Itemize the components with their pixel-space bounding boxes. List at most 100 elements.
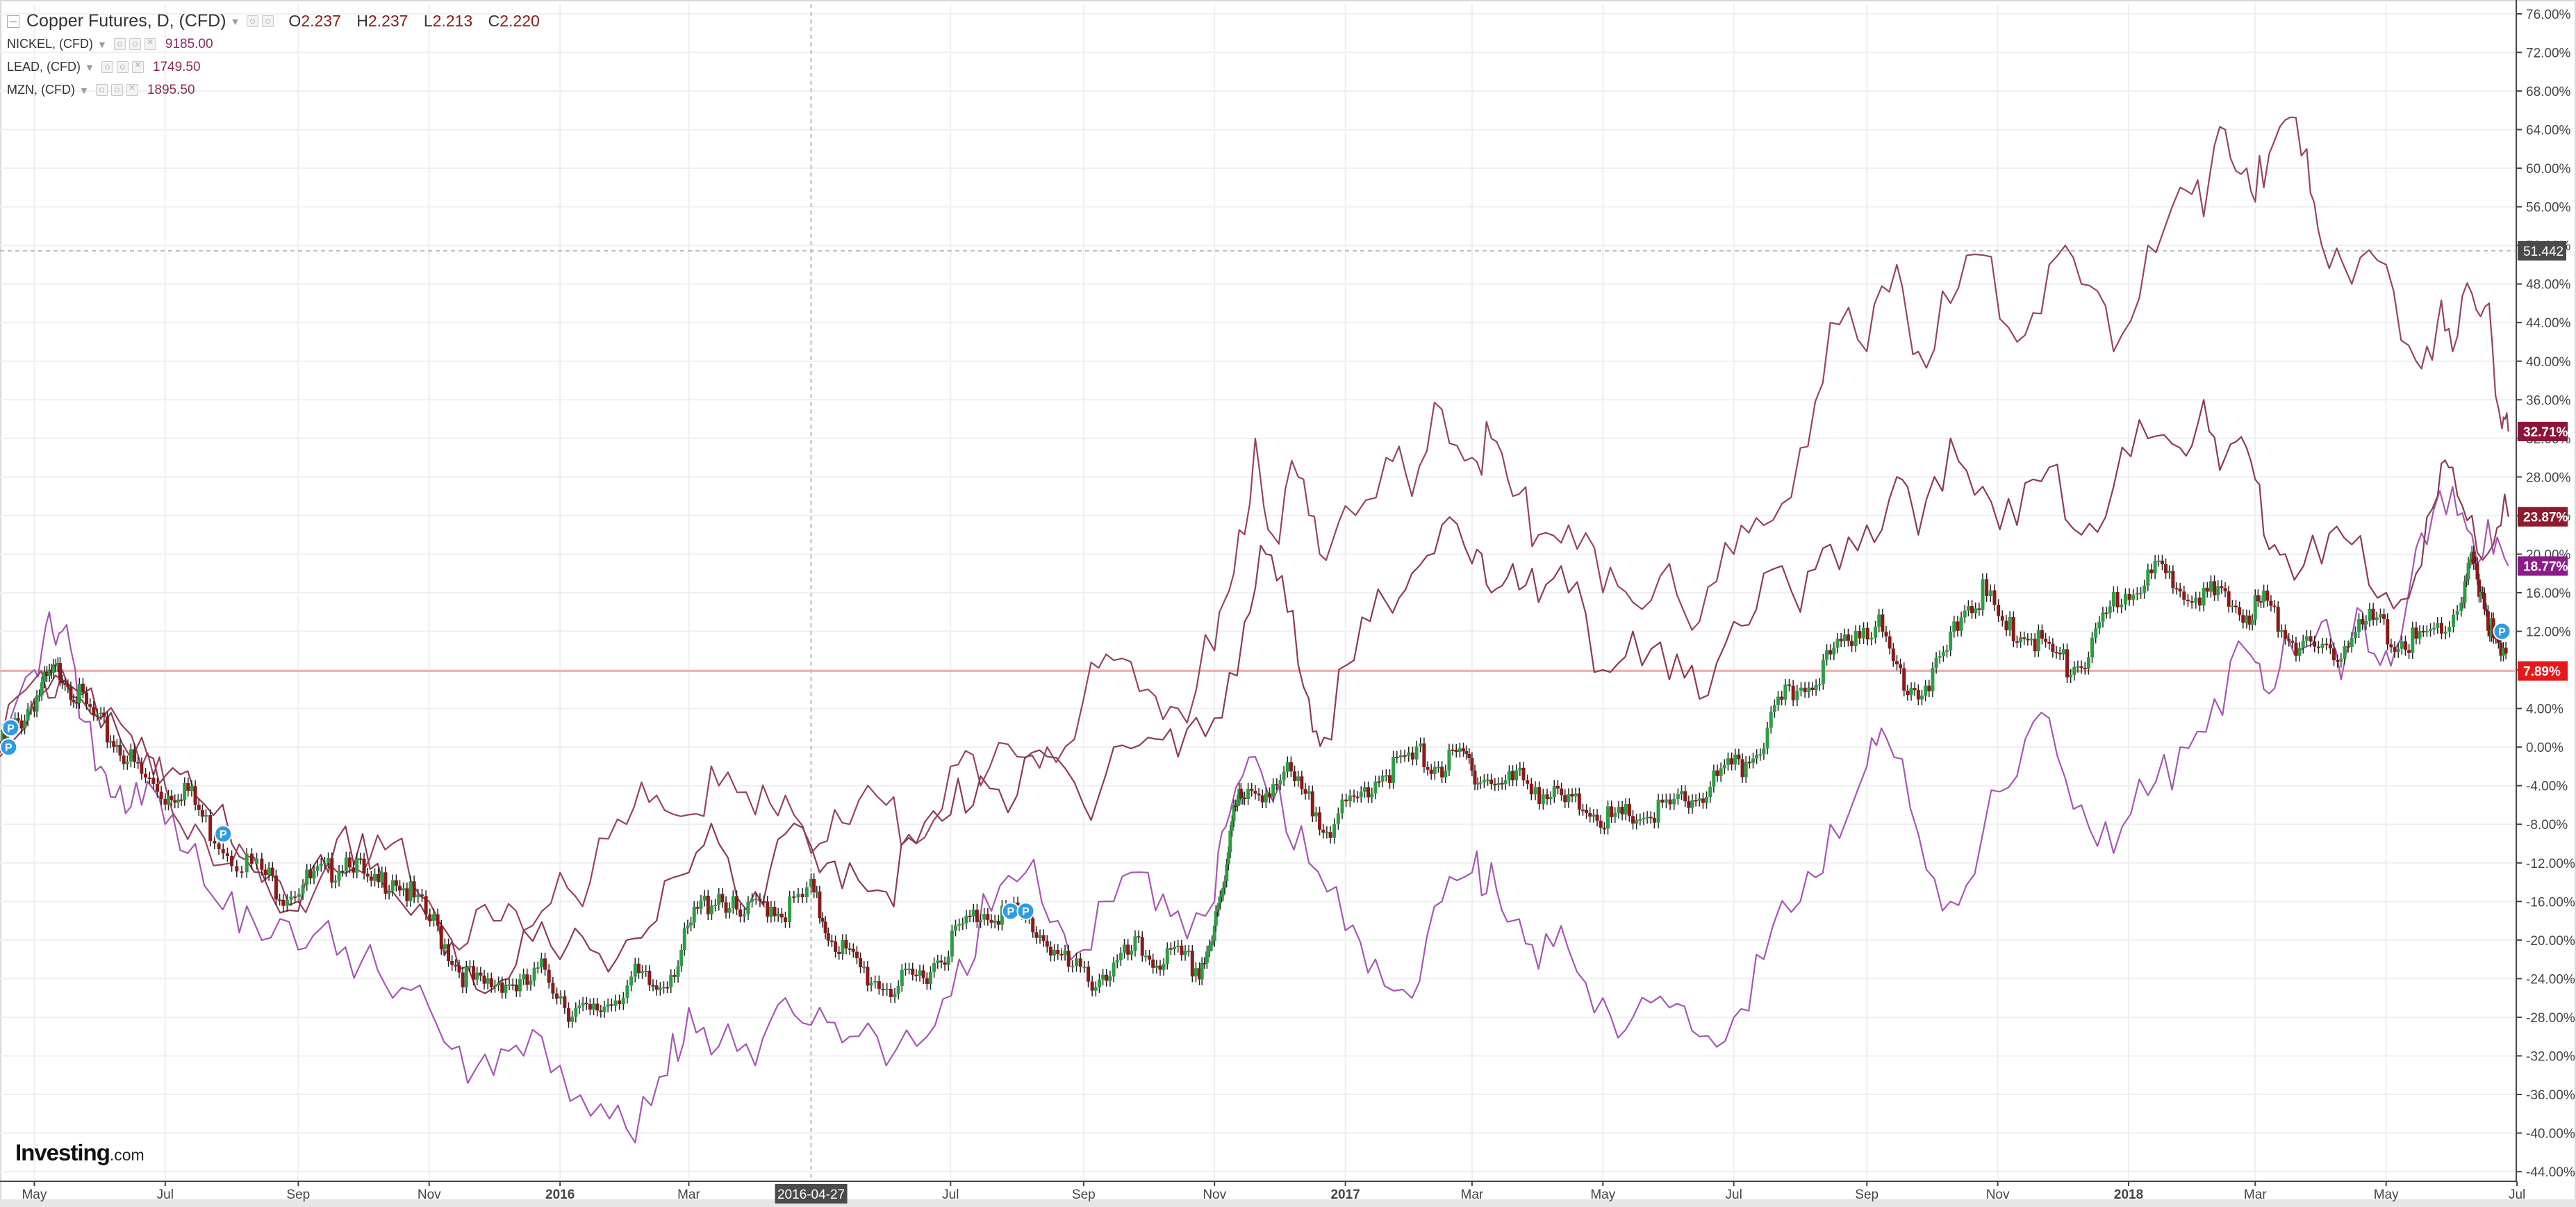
x-tick-label: Mar bbox=[2244, 1188, 2267, 1202]
symbol-name[interactable]: MZN, (CFD) bbox=[7, 83, 75, 97]
settings-icon[interactable] bbox=[113, 38, 126, 50]
candle bbox=[2234, 605, 2238, 608]
candle bbox=[1187, 951, 1191, 953]
candle bbox=[186, 782, 190, 791]
candle bbox=[190, 786, 194, 791]
candle bbox=[347, 857, 352, 868]
candle bbox=[2461, 602, 2465, 605]
candle bbox=[1708, 787, 1712, 798]
candle bbox=[2393, 647, 2397, 652]
candle bbox=[651, 985, 655, 987]
candle bbox=[1791, 685, 1795, 700]
close-icon[interactable] bbox=[131, 59, 144, 73]
candle bbox=[618, 1000, 622, 1005]
candle bbox=[319, 863, 323, 867]
candle bbox=[183, 782, 187, 800]
chevron-down-icon[interactable]: ▼ bbox=[230, 15, 240, 27]
visibility-icon[interactable] bbox=[110, 84, 123, 96]
candle bbox=[1447, 749, 1451, 771]
settings-icon[interactable] bbox=[95, 84, 108, 96]
candle bbox=[1821, 659, 1825, 684]
visibility-icon[interactable] bbox=[116, 61, 129, 73]
visibility-icon[interactable] bbox=[262, 15, 274, 27]
candle bbox=[260, 858, 264, 870]
candle bbox=[2160, 560, 2164, 565]
chevron-down-icon[interactable]: ▼ bbox=[85, 61, 94, 73]
candle bbox=[2265, 590, 2270, 601]
settings-icon[interactable] bbox=[247, 15, 259, 27]
candle bbox=[1165, 948, 1169, 964]
candle bbox=[1176, 945, 1180, 947]
candle bbox=[2182, 591, 2186, 600]
close-icon[interactable] bbox=[144, 36, 156, 50]
value-badge bbox=[2518, 507, 2568, 527]
candle bbox=[2504, 648, 2508, 654]
candle bbox=[1205, 951, 1209, 963]
candle bbox=[173, 800, 177, 803]
event-marker-icon bbox=[1016, 902, 1035, 921]
y-tick-label: 48.00% bbox=[2526, 278, 2571, 293]
settings-icon[interactable] bbox=[101, 61, 113, 73]
candle bbox=[1115, 960, 1119, 963]
candle bbox=[866, 967, 870, 986]
candle bbox=[102, 712, 106, 717]
y-tick-label: -24.00% bbox=[2526, 972, 2575, 987]
candle bbox=[2247, 615, 2252, 625]
candle bbox=[464, 967, 468, 987]
y-tick-label: -16.00% bbox=[2526, 895, 2575, 910]
chevron-down-icon[interactable]: ▼ bbox=[79, 84, 89, 96]
candle bbox=[2328, 644, 2332, 649]
candle bbox=[443, 944, 447, 949]
candle bbox=[1588, 813, 1592, 817]
candle bbox=[779, 913, 784, 918]
candle bbox=[1093, 987, 1098, 991]
candle bbox=[862, 967, 866, 969]
candle bbox=[1627, 804, 1631, 816]
candle bbox=[1380, 775, 1385, 782]
candle bbox=[1470, 757, 1474, 771]
chevron-down-icon[interactable]: ▼ bbox=[97, 38, 107, 50]
candle bbox=[1264, 793, 1268, 803]
candle bbox=[2153, 561, 2157, 574]
main-symbol-name[interactable]: Copper Futures, D, (CFD) bbox=[26, 11, 226, 31]
x-tick-label: Mar bbox=[677, 1188, 700, 1202]
candle bbox=[1676, 794, 1680, 799]
candle bbox=[724, 902, 728, 913]
candle bbox=[1216, 903, 1221, 911]
candle bbox=[1631, 816, 1635, 824]
y-tick-label: -32.00% bbox=[2526, 1049, 2575, 1064]
candle bbox=[489, 978, 493, 987]
candle bbox=[1278, 780, 1282, 785]
candle bbox=[1235, 800, 1239, 806]
candle bbox=[1638, 819, 1642, 821]
candle bbox=[125, 761, 129, 764]
candle bbox=[1931, 668, 1935, 691]
close-icon[interactable] bbox=[126, 82, 138, 96]
y-tick-label: -44.00% bbox=[2526, 1165, 2575, 1180]
candle bbox=[699, 901, 703, 909]
x-tick-label: Mar bbox=[1461, 1188, 1484, 1202]
candle bbox=[2287, 639, 2291, 641]
candle bbox=[1352, 795, 1356, 797]
visibility-icon[interactable] bbox=[129, 38, 141, 50]
candle bbox=[1253, 791, 1257, 794]
candle bbox=[2054, 652, 2058, 654]
collapse-icon[interactable] bbox=[7, 15, 19, 28]
candle bbox=[208, 814, 213, 841]
candle bbox=[1482, 780, 1486, 782]
symbol-name[interactable]: LEAD, (CFD) bbox=[7, 60, 81, 74]
candle bbox=[1059, 954, 1064, 956]
symbol-name[interactable]: NICKEL, (CFD) bbox=[7, 37, 94, 51]
candle bbox=[1672, 798, 1676, 805]
candle bbox=[1467, 753, 1471, 758]
candle bbox=[2156, 560, 2161, 562]
candle bbox=[2396, 648, 2400, 652]
candle bbox=[166, 796, 170, 805]
candle bbox=[447, 944, 451, 961]
x-tick-label: Nov bbox=[1203, 1188, 1226, 1202]
candle bbox=[2190, 601, 2194, 603]
candle bbox=[2090, 637, 2095, 657]
candle bbox=[943, 962, 947, 965]
candle bbox=[776, 913, 780, 917]
